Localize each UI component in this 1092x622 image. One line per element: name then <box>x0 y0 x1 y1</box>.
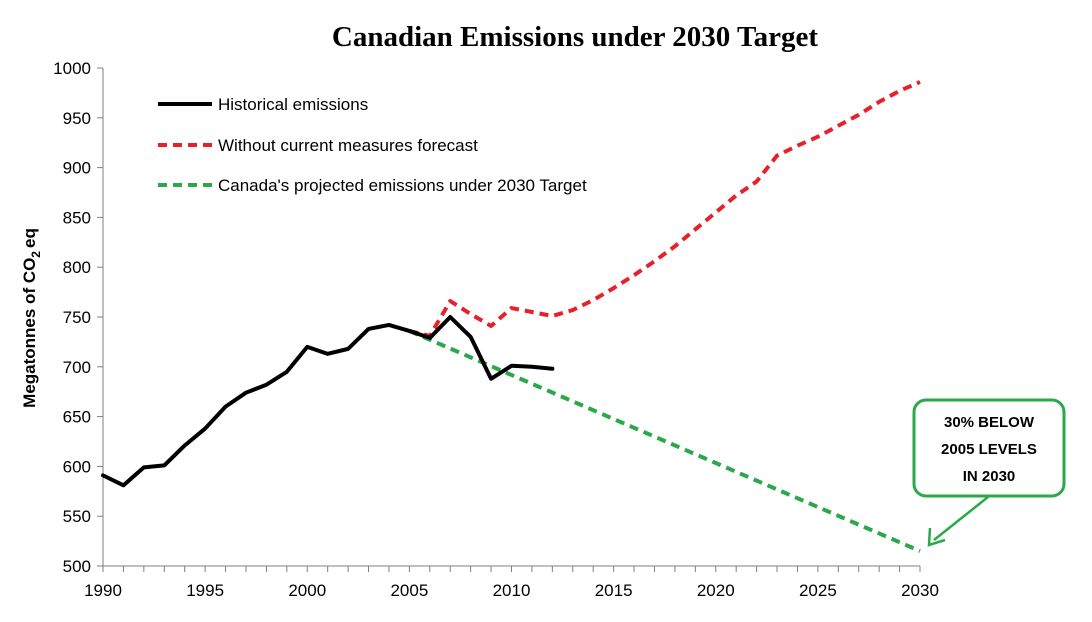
y-axis-label-subscript: 2 <box>29 251 43 258</box>
x-tick-label: 2010 <box>493 581 531 600</box>
y-axis-label: Megatonnes of CO2 eq <box>20 228 43 408</box>
x-tick-labels: 1990 1995 2000 2005 2010 2015 2020 2025 2030 <box>84 581 939 600</box>
y-tick-label: 750 <box>63 308 91 327</box>
x-tick-label: 2030 <box>901 581 939 600</box>
y-tick-label: 900 <box>63 159 91 178</box>
legend: Historical emissions Without current mea… <box>158 95 587 195</box>
target-callout: 30% BELOW 2005 LEVELS IN 2030 <box>912 398 1066 547</box>
callout-line-2: 2005 LEVELS <box>941 441 1037 458</box>
chart-title: Canadian Emissions under 2030 Target <box>332 21 818 53</box>
y-tick-label: 1000 <box>53 59 91 78</box>
series-layer <box>101 80 921 553</box>
y-tick-label: 600 <box>63 457 91 476</box>
x-tick-label: 2005 <box>390 581 428 600</box>
callout-line-3: IN 2030 <box>963 468 1016 485</box>
svg-text:Megatonnes of CO2eq: Megatonnes of CO2 eq <box>20 228 43 408</box>
x-tick-label: 2025 <box>799 581 837 600</box>
y-tick-label: 550 <box>63 507 91 526</box>
y-tick-label: 850 <box>63 208 91 227</box>
y-axis-label-main: Megatonnes of CO <box>20 258 39 408</box>
series-target-line <box>408 329 921 553</box>
y-tick-label: 800 <box>63 258 91 277</box>
x-tick-label: 2000 <box>288 581 326 600</box>
legend-label-historical: Historical emissions <box>218 95 368 114</box>
x-tick-label: 2015 <box>595 581 633 600</box>
y-axis-label-unit: eq <box>20 228 39 248</box>
callout-box <box>912 398 1066 498</box>
series-forecast-line <box>408 80 921 338</box>
x-tick-label: 1990 <box>84 581 122 600</box>
y-tick-label: 650 <box>63 408 91 427</box>
x-tick-label: 1995 <box>186 581 224 600</box>
legend-label-forecast: Without current measures forecast <box>218 136 478 155</box>
y-tick-label: 700 <box>63 358 91 377</box>
callout-arrow-line <box>933 496 989 541</box>
callout-arrow-head <box>927 527 946 547</box>
legend-label-target: Canada's projected emissions under 2030 … <box>218 176 587 195</box>
y-tick-label: 950 <box>63 109 91 128</box>
series-historical-line <box>101 315 555 488</box>
y-tick-labels: 500 550 600 650 700 750 800 850 900 950 1000 <box>53 59 91 576</box>
x-tick-label: 2020 <box>697 581 735 600</box>
axes <box>97 67 921 572</box>
callout-line-1: 30% BELOW <box>944 414 1035 431</box>
y-tick-label: 500 <box>63 557 91 576</box>
